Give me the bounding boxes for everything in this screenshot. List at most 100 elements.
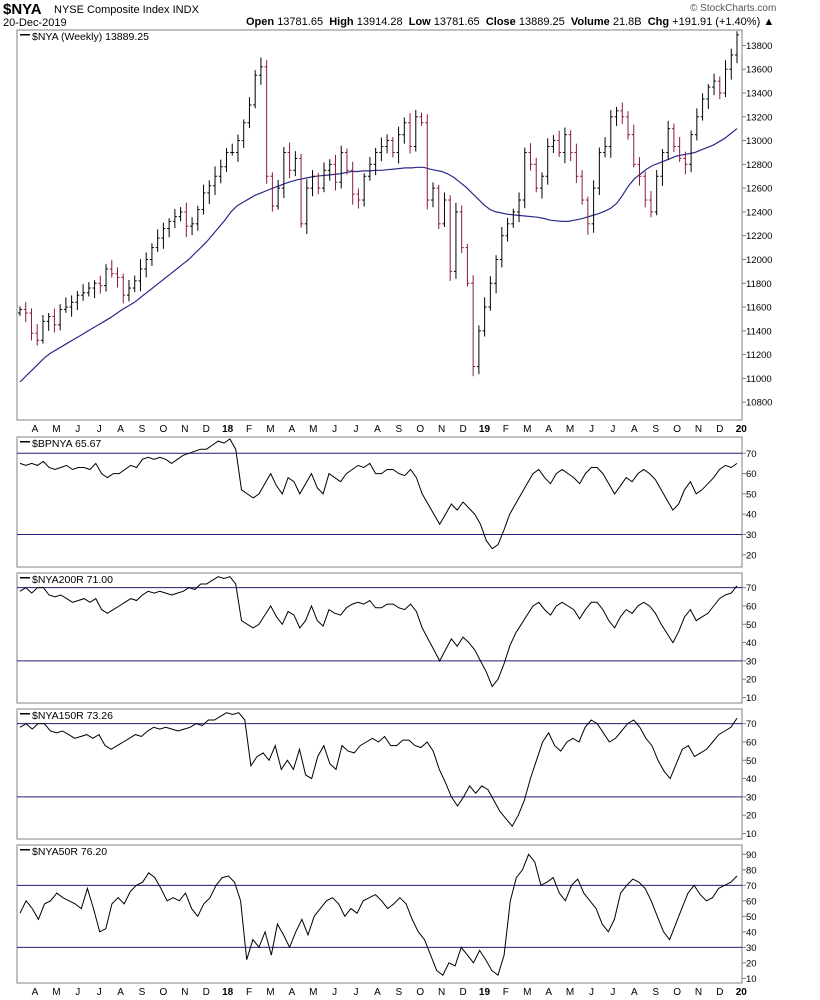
price-bar [213, 166, 218, 195]
price-bar [201, 184, 206, 215]
price-bar [631, 124, 636, 168]
y-tick-label: 90 [746, 850, 757, 861]
panel-frame [16, 436, 743, 568]
price-bar [683, 151, 688, 175]
price-bar [81, 284, 86, 301]
x-tick-label: J [589, 424, 594, 435]
y-tick-label: 70 [746, 719, 757, 730]
y-tick-label: 12800 [746, 160, 772, 171]
x-axis-labels-5: A M J J A S O N D 18 F M A M J J A S O N D 19 F M A M J J A S O N D 20 [32, 987, 748, 998]
y-tick-label: 60 [746, 896, 757, 907]
price-bar [712, 73, 717, 96]
x-tick-label: A [117, 424, 124, 435]
low-label: Low [408, 16, 431, 28]
y-tick-label: 70 [746, 449, 757, 460]
x-tick-label: S [139, 987, 146, 998]
price-bar [476, 325, 481, 375]
price-bar [63, 297, 68, 313]
x-tick-label: F [246, 987, 252, 998]
y-tick-label: 60 [746, 737, 757, 748]
y-tick-label: 10 [746, 974, 757, 985]
price-bar [557, 130, 562, 157]
price-bar [465, 243, 470, 287]
y-tick-label: 11000 [746, 374, 772, 385]
price-bar [603, 137, 608, 158]
price-bar [511, 208, 516, 228]
x-tick-label: S [139, 424, 146, 435]
price-bar [499, 227, 504, 268]
legend-swatch-icon [20, 34, 30, 36]
x-tick-label: 20 [736, 424, 748, 435]
x-axis: A M J J A S O N D 18 F M A M J J A S O N D 19 F M A M J J A S O N D 20 A M J… [32, 424, 748, 998]
price-bar [310, 170, 315, 197]
panel-3: 10 20 30 40 50 60 70 $NYA200R 71.00 [16, 572, 757, 704]
y-tick-label: 13600 [746, 65, 772, 76]
legend-label: $NYA150R 73.26 [32, 710, 113, 722]
y-tick-label: 80 [746, 865, 757, 876]
price-bar [580, 170, 585, 205]
x-tick-label: A [32, 987, 39, 998]
price-bar [706, 84, 711, 110]
price-bar [522, 147, 527, 209]
x-tick-label: F [503, 424, 509, 435]
price-bar [281, 146, 286, 199]
price-bar [723, 60, 728, 98]
x-tick-label: O [673, 424, 681, 435]
price-bar [149, 243, 154, 266]
price-bar [224, 148, 229, 172]
y-tick-label: 70 [746, 881, 757, 892]
x-tick-label: A [374, 424, 381, 435]
x-tick-label: 19 [479, 424, 491, 435]
price-bar [58, 304, 63, 331]
legend-label: $NYA200R 71.00 [32, 574, 113, 586]
price-bar [287, 142, 292, 179]
y-tick-label: 13400 [746, 89, 772, 100]
y-tick-label: 12200 [746, 231, 772, 242]
x-tick-label: F [246, 424, 252, 435]
x-tick-label: J [97, 987, 102, 998]
y-tick-label: 10 [746, 693, 757, 704]
symbol-label: $NYA [3, 1, 42, 18]
price-bar [666, 120, 671, 161]
x-tick-label: D [716, 987, 723, 998]
y-tick-label: 40 [746, 510, 757, 521]
y-tick-label: 50 [746, 912, 757, 923]
x-tick-label: S [652, 987, 659, 998]
x-tick-label: D [459, 987, 466, 998]
price-bar [29, 308, 34, 341]
x-tick-label: 20 [736, 987, 748, 998]
price-bar [614, 106, 619, 126]
price-bar [322, 162, 327, 193]
price-bar [729, 48, 734, 80]
price-bar [161, 222, 166, 249]
open-label: Open [246, 16, 275, 28]
price-bar [402, 117, 407, 144]
price-bar [190, 217, 195, 236]
price-bar [46, 312, 51, 331]
y-tick-label: 20 [746, 675, 757, 686]
price-bar [230, 143, 235, 156]
price-bar [178, 207, 183, 222]
open-value: 13781.65 [277, 16, 324, 28]
panel-frame [16, 29, 743, 421]
collapse-triangle-icon[interactable]: ▲ [763, 16, 775, 28]
index-name: NYSE Composite Index INDX [54, 4, 199, 16]
price-bar [430, 182, 435, 208]
panel-2: 20 30 40 50 60 70 $BPNYA 65.67 [16, 436, 757, 568]
legend-swatch-icon [20, 441, 30, 443]
panel-frame [16, 572, 743, 704]
y-tick-label: 50 [746, 620, 757, 631]
x-tick-label: S [652, 424, 659, 435]
low-value: 13781.65 [433, 16, 480, 28]
y-tick-label: 11800 [746, 279, 772, 290]
price-bar [488, 276, 493, 311]
price-bar [40, 315, 45, 344]
price-bar [505, 217, 510, 242]
price-bar [327, 159, 332, 181]
price-bar [276, 179, 281, 210]
x-tick-label: 18 [222, 424, 234, 435]
panel-legend: $BPNYA 65.67 [20, 438, 101, 450]
price-bar [453, 202, 458, 279]
price-bar [344, 148, 349, 175]
